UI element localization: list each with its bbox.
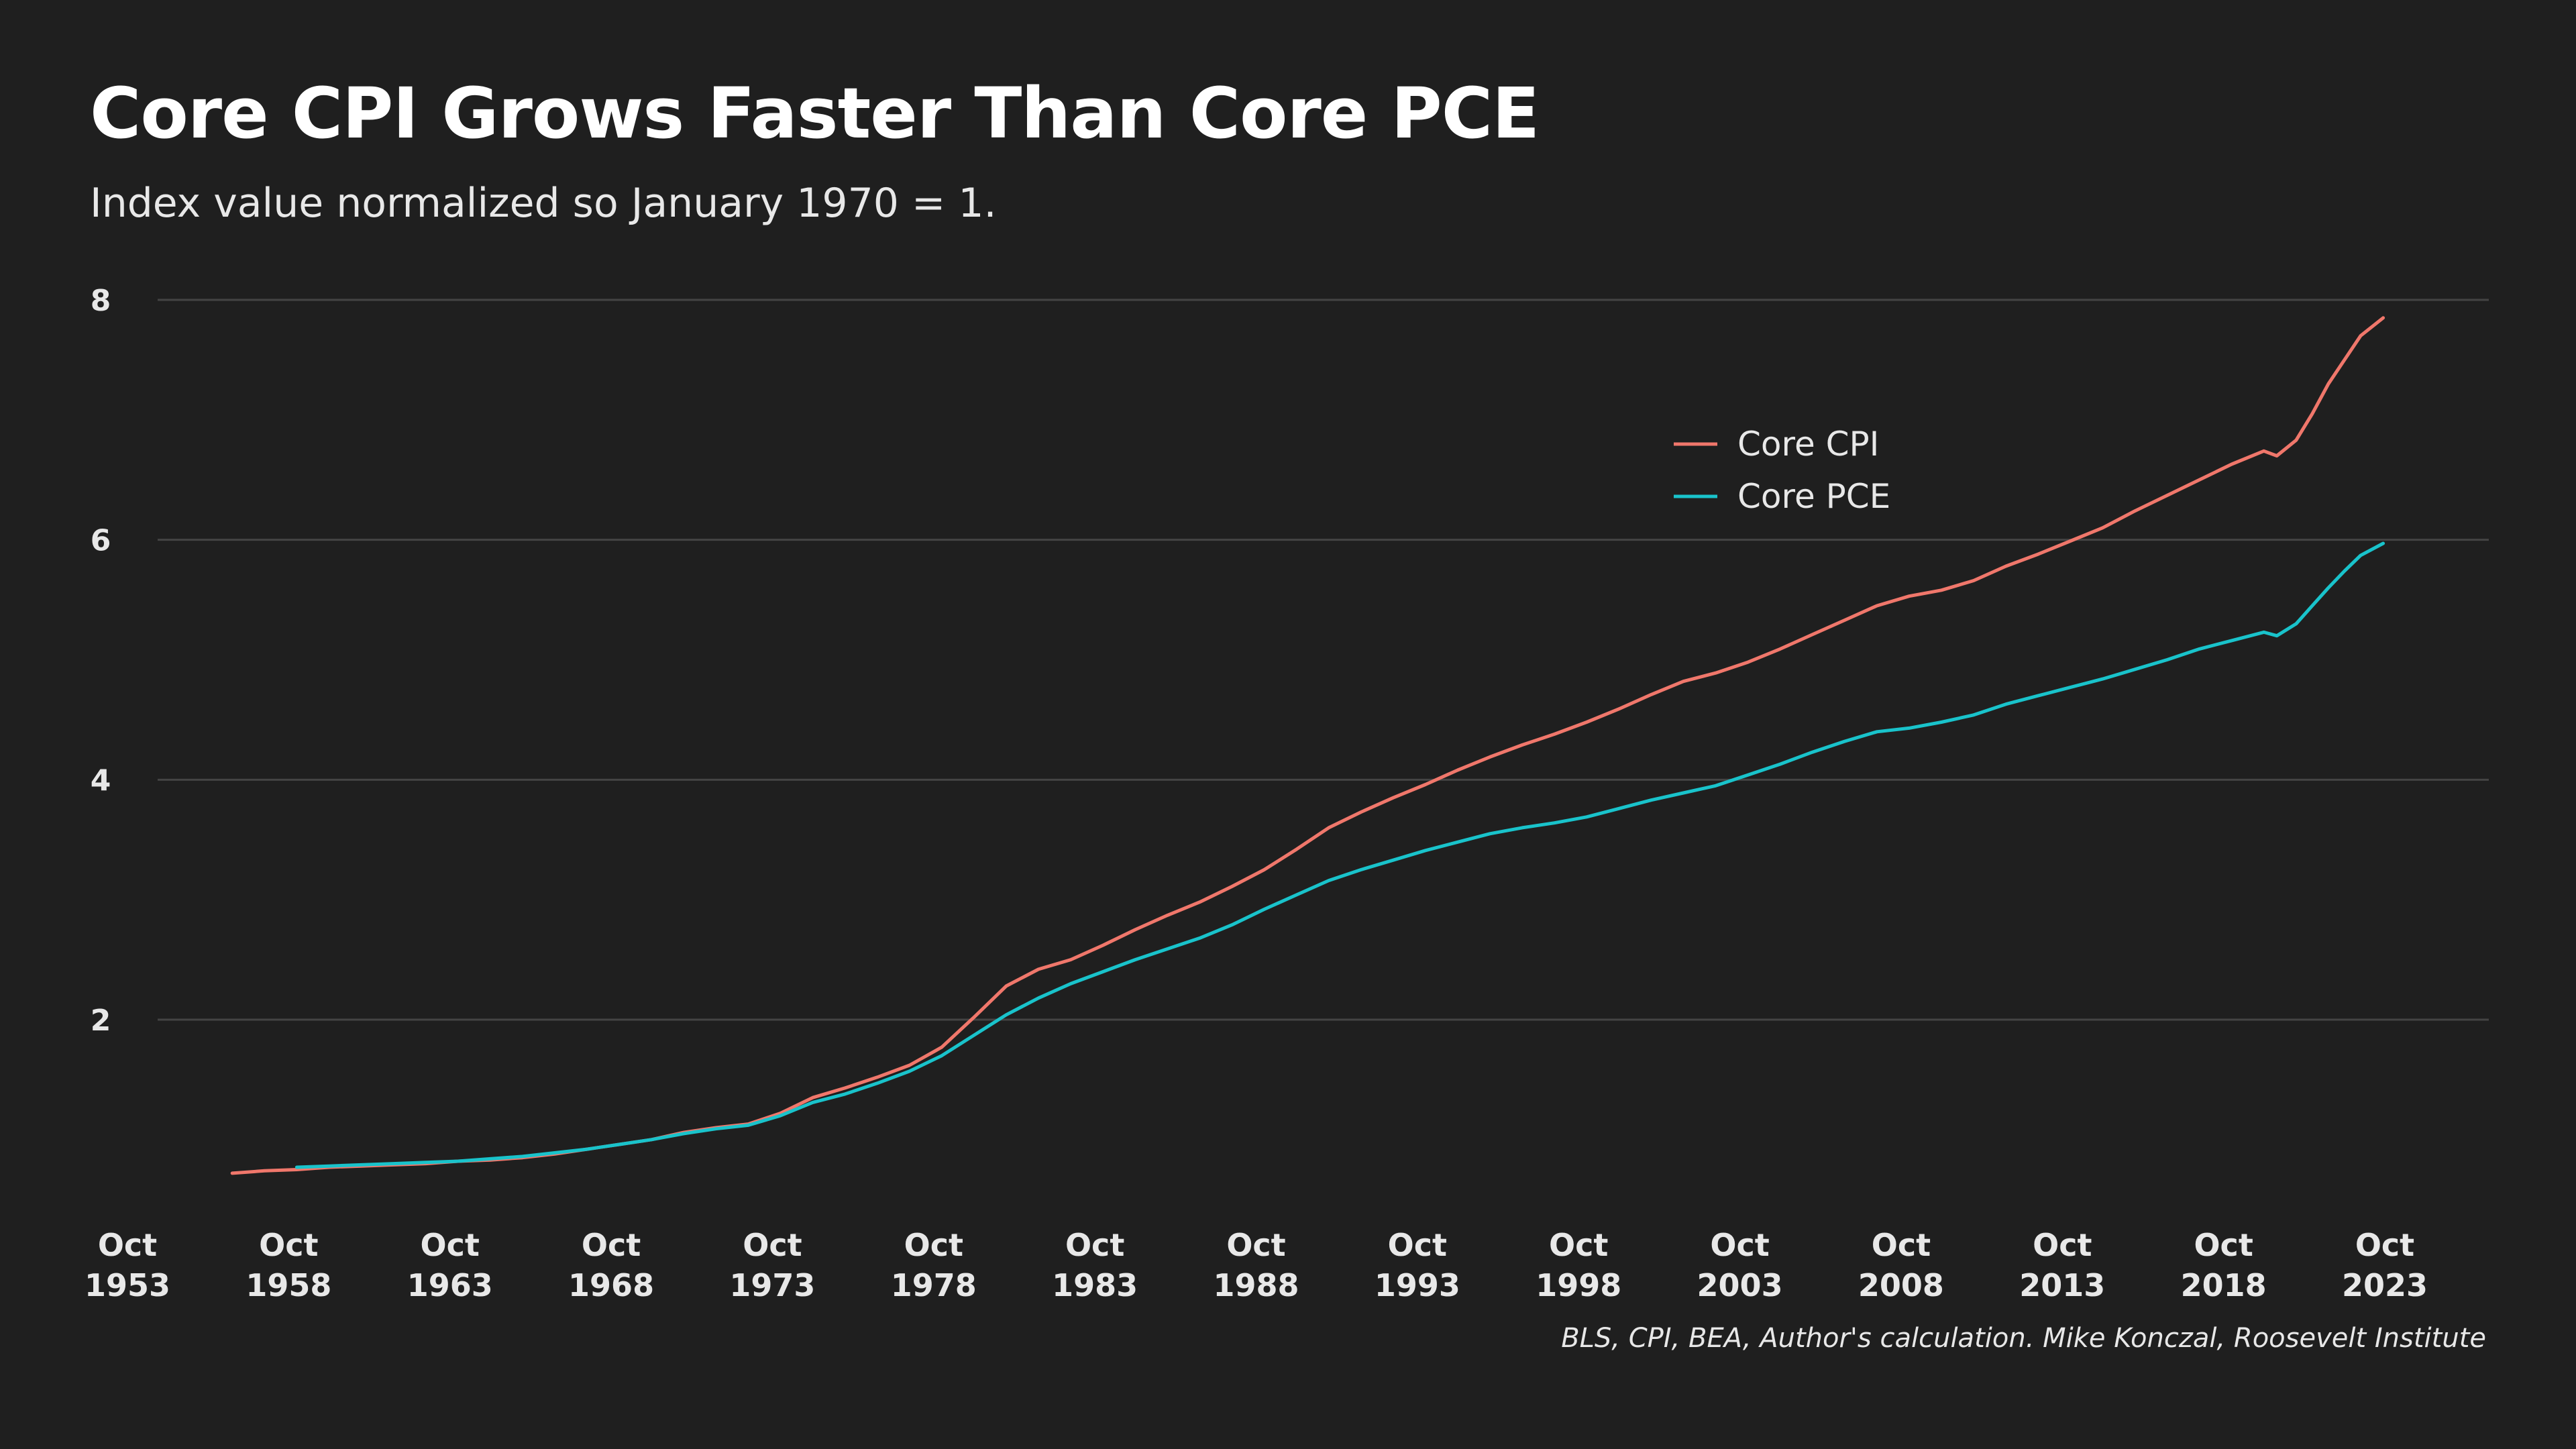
legend: Core CPI Core PCE bbox=[1674, 425, 1890, 516]
source-caption: BLS, CPI, BEA, Author's calculation. Mik… bbox=[1561, 1323, 2486, 1354]
chart-subtitle: Index value normalized so January 1970 =… bbox=[90, 180, 997, 227]
x-tick-year: 1998 bbox=[1536, 1267, 1621, 1303]
x-tick-year: 1973 bbox=[729, 1267, 815, 1303]
y-tick-label: 8 bbox=[91, 284, 111, 318]
x-tick-1973: Oct 1973 bbox=[729, 1227, 815, 1303]
x-tick-year: 2013 bbox=[2019, 1267, 2105, 1303]
x-tick-month: Oct bbox=[1388, 1227, 1447, 1263]
x-tick-2018: Oct 2018 bbox=[2181, 1227, 2267, 1303]
x-tick-year: 2018 bbox=[2181, 1267, 2267, 1303]
x-tick-month: Oct bbox=[1065, 1227, 1124, 1263]
x-tick-2023: Oct 2023 bbox=[2342, 1227, 2428, 1303]
y-axis-ticks: 2 4 6 8 bbox=[91, 284, 111, 1038]
x-tick-2013: Oct 2013 bbox=[2019, 1227, 2105, 1303]
x-tick-1958: Oct 1958 bbox=[246, 1227, 331, 1303]
legend-item-core-cpi: Core CPI bbox=[1674, 425, 1879, 464]
x-tick-1953: Oct 1953 bbox=[85, 1227, 170, 1303]
x-tick-month: Oct bbox=[98, 1227, 157, 1263]
x-tick-month: Oct bbox=[1226, 1227, 1285, 1263]
x-tick-year: 1968 bbox=[568, 1267, 654, 1303]
x-tick-month: Oct bbox=[1710, 1227, 1769, 1263]
y-tick-label: 4 bbox=[91, 763, 111, 798]
x-tick-1988: Oct 1988 bbox=[1213, 1227, 1299, 1303]
x-tick-year: 1963 bbox=[407, 1267, 493, 1303]
y-tick-label: 6 bbox=[91, 524, 111, 558]
grid-lines bbox=[158, 299, 2489, 1021]
x-tick-1978: Oct 1978 bbox=[891, 1227, 977, 1303]
x-tick-2008: Oct 2008 bbox=[1858, 1227, 1944, 1303]
y-tick-label: 2 bbox=[91, 1004, 111, 1038]
x-tick-year: 2023 bbox=[2342, 1267, 2428, 1303]
x-axis-ticks: Oct 1953 Oct 1958 Oct 1963 Oct 1968 Oct 1973 Oct 19… bbox=[85, 1227, 2428, 1303]
chart-title: Core CPI Grows Faster Than Core PCE bbox=[90, 72, 1540, 154]
x-tick-month: Oct bbox=[259, 1227, 318, 1263]
x-tick-1963: Oct 1963 bbox=[407, 1227, 493, 1303]
x-tick-month: Oct bbox=[743, 1227, 802, 1263]
x-tick-year: 2008 bbox=[1858, 1267, 1944, 1303]
x-tick-year: 1958 bbox=[246, 1267, 331, 1303]
x-tick-month: Oct bbox=[904, 1227, 963, 1263]
x-tick-month: Oct bbox=[2033, 1227, 2092, 1263]
x-tick-year: 1978 bbox=[891, 1267, 977, 1303]
legend-label: Core PCE bbox=[1737, 477, 1890, 516]
x-tick-month: Oct bbox=[582, 1227, 641, 1263]
legend-item-core-pce: Core PCE bbox=[1674, 477, 1890, 516]
x-tick-month: Oct bbox=[421, 1227, 480, 1263]
x-tick-year: 1993 bbox=[1375, 1267, 1460, 1303]
x-tick-year: 1988 bbox=[1213, 1267, 1299, 1303]
x-tick-year: 1953 bbox=[85, 1267, 170, 1303]
x-tick-month: Oct bbox=[1549, 1227, 1608, 1263]
x-tick-1968: Oct 1968 bbox=[568, 1227, 654, 1303]
x-tick-1983: Oct 1983 bbox=[1052, 1227, 1138, 1303]
x-tick-month: Oct bbox=[1872, 1227, 1931, 1263]
series-line-core-pce bbox=[294, 541, 2385, 1169]
legend-label: Core CPI bbox=[1737, 425, 1879, 464]
x-tick-year: 1983 bbox=[1052, 1267, 1138, 1303]
x-tick-month: Oct bbox=[2194, 1227, 2253, 1263]
series-lines bbox=[230, 316, 2385, 1175]
series-line-core-cpi bbox=[230, 316, 2385, 1175]
x-tick-1993: Oct 1993 bbox=[1375, 1227, 1460, 1303]
x-tick-year: 2003 bbox=[1697, 1267, 1783, 1303]
x-tick-month: Oct bbox=[2355, 1227, 2414, 1263]
x-tick-1998: Oct 1998 bbox=[1536, 1227, 1621, 1303]
x-tick-2003: Oct 2003 bbox=[1697, 1227, 1783, 1303]
